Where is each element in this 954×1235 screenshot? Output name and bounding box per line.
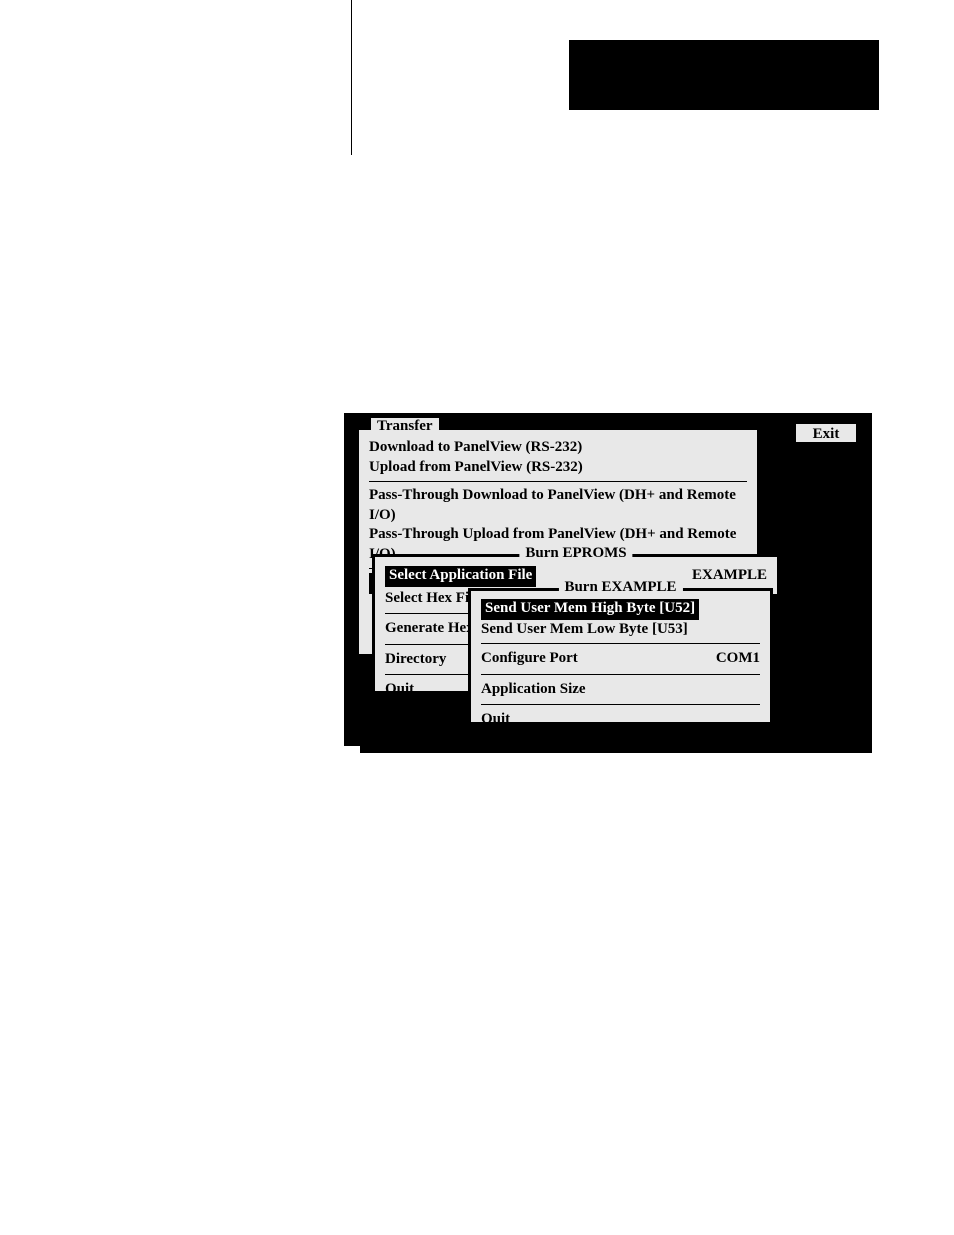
top-black-box <box>569 40 879 110</box>
label: Application Size <box>481 680 586 700</box>
menu-item[interactable]: Application Size <box>481 679 760 701</box>
value: COM1 <box>716 649 760 669</box>
menu-item[interactable]: Send User Mem Low Byte [U53] <box>481 620 760 640</box>
label: Select Application File <box>385 566 536 587</box>
menu-item[interactable]: Upload from PanelView (RS-232) <box>369 458 747 478</box>
label: Directory <box>385 650 446 670</box>
value: EXAMPLE <box>692 566 767 587</box>
menu-item[interactable]: Pass-Through Download to PanelView (DH+ … <box>369 486 747 525</box>
label: Configure Port <box>481 649 578 669</box>
exit-button[interactable]: Exit <box>796 424 856 442</box>
menu-item-selected[interactable]: Send User Mem High Byte [U52] <box>481 599 699 620</box>
label: Quit <box>481 710 510 730</box>
burn-example-title: Burn EXAMPLE <box>558 579 682 596</box>
screen-backdrop-bottom <box>360 743 872 753</box>
transfer-title: Transfer <box>371 418 439 435</box>
menu-item[interactable]: Configure Port COM1 <box>481 648 760 670</box>
burn-example-panel: Burn EXAMPLE Send User Mem High Byte [U5… <box>468 588 773 725</box>
label: Select Hex File <box>385 589 480 609</box>
label: Quit <box>385 680 414 700</box>
burn-eproms-title: Burn EPROMS <box>519 545 632 562</box>
menu-item[interactable]: Quit <box>481 709 760 731</box>
menu-item[interactable]: Download to PanelView (RS-232) <box>369 438 747 458</box>
vertical-divider <box>351 0 352 155</box>
